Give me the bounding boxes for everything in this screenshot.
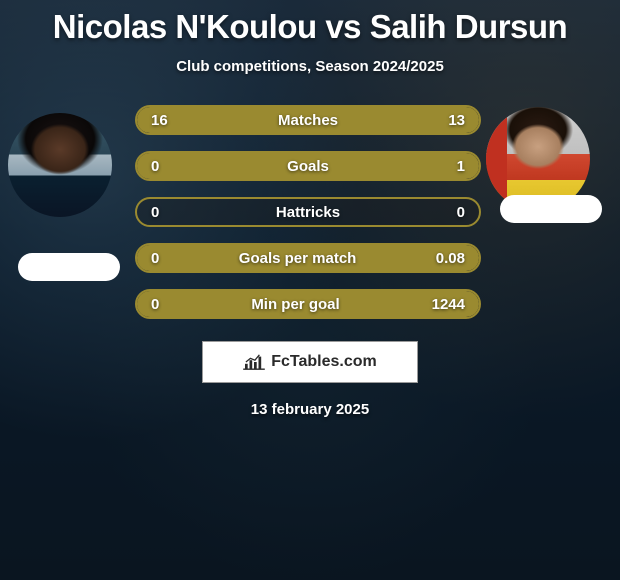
stat-value-left: 0 <box>151 296 159 313</box>
stat-row-label-wrap: 16Matches13 <box>137 107 479 133</box>
stat-name: Goals <box>159 158 456 175</box>
comparison-panel: 16Matches130Goals10Hattricks00Goals per … <box>0 105 620 335</box>
fctables-chart-icon <box>243 353 265 371</box>
stat-name: Matches <box>168 112 449 129</box>
stat-value-left: 0 <box>151 204 159 221</box>
stat-rows: 16Matches130Goals10Hattricks00Goals per … <box>135 105 481 319</box>
subtitle: Club competitions, Season 2024/2025 <box>176 58 444 75</box>
stat-value-right: 13 <box>448 112 465 129</box>
stat-name: Min per goal <box>159 296 431 313</box>
stat-row-label-wrap: 0Min per goal1244 <box>137 291 479 317</box>
stat-name: Hattricks <box>159 204 456 221</box>
stat-value-right: 0 <box>457 204 465 221</box>
stat-name: Goals per match <box>159 250 435 267</box>
stat-row: 0Goals per match0.08 <box>135 243 481 273</box>
stat-row-label-wrap: 0Goals1 <box>137 153 479 179</box>
stat-value-left: 0 <box>151 158 159 175</box>
player-name-pill-left <box>18 253 120 281</box>
player-avatar-left <box>8 113 112 217</box>
stat-row: 0Min per goal1244 <box>135 289 481 319</box>
stat-value-left: 0 <box>151 250 159 267</box>
stat-row: 0Goals1 <box>135 151 481 181</box>
stat-row-label-wrap: 0Goals per match0.08 <box>137 245 479 271</box>
fctables-logo-box: FcTables.com <box>202 341 418 383</box>
date-label: 13 february 2025 <box>251 401 369 418</box>
stat-value-right: 1 <box>457 158 465 175</box>
stat-row: 0Hattricks0 <box>135 197 481 227</box>
stat-value-right: 0.08 <box>436 250 465 267</box>
stat-value-right: 1244 <box>432 296 465 313</box>
fctables-logo-text: FcTables.com <box>271 353 377 371</box>
stat-value-left: 16 <box>151 112 168 129</box>
player-name-pill-right <box>500 195 602 223</box>
stat-row: 16Matches13 <box>135 105 481 135</box>
page-title: Nicolas N'Koulou vs Salih Dursun <box>53 8 567 46</box>
stat-row-label-wrap: 0Hattricks0 <box>137 199 479 225</box>
